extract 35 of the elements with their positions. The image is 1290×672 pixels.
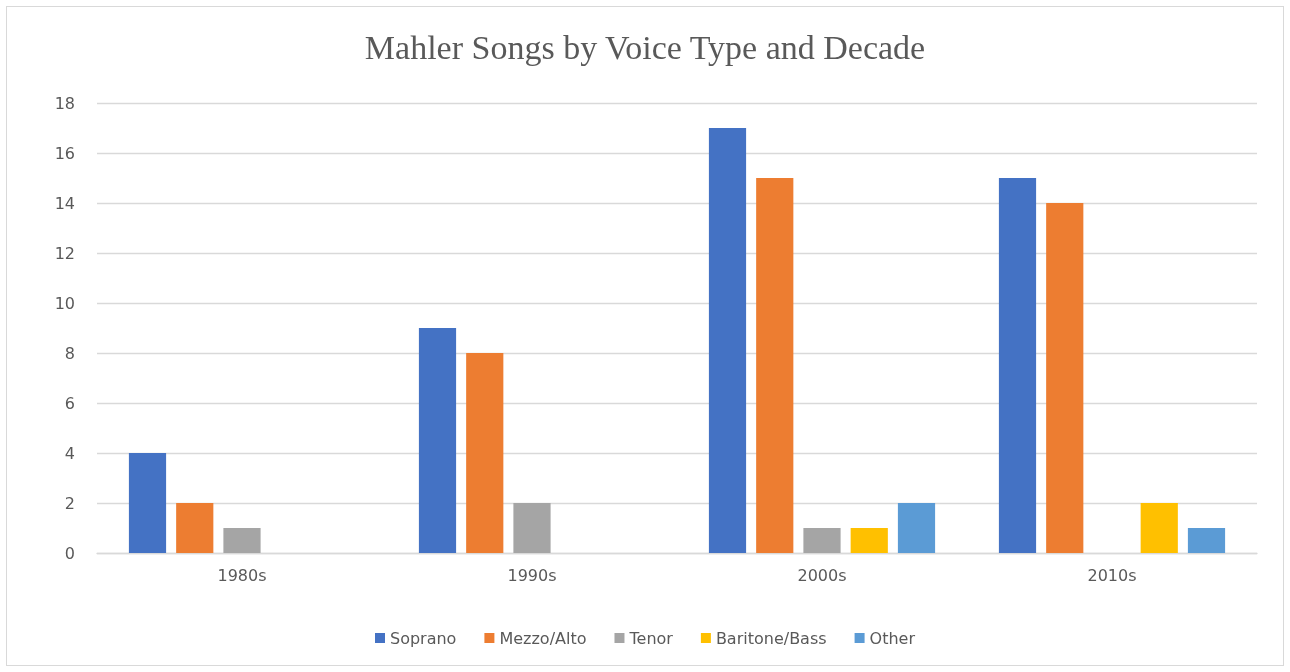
y-tick-label: 8	[64, 343, 75, 363]
bar	[418, 328, 457, 553]
legend-label: Baritone/Bass	[715, 628, 827, 648]
bar	[1187, 528, 1226, 553]
bar	[128, 453, 167, 553]
chart-title: Mahler Songs by Voice Type and Decade	[364, 28, 926, 66]
x-tick-label: 2000s	[797, 565, 847, 585]
y-tick-label: 2	[64, 493, 75, 513]
bar	[176, 503, 214, 553]
bar	[756, 178, 794, 553]
bar	[897, 503, 936, 553]
x-tick-label: 1980s	[217, 565, 267, 585]
bar	[708, 128, 747, 553]
legend-label: Other	[869, 628, 916, 648]
y-tick-label: 14	[54, 193, 75, 213]
bar	[513, 503, 551, 553]
y-tick-label: 18	[54, 93, 75, 113]
y-tick-label: 0	[64, 543, 75, 563]
y-tick-label: 6	[64, 393, 75, 413]
y-tick-label: 16	[54, 143, 75, 163]
legend-label: Soprano	[389, 628, 457, 648]
y-tick-label: 12	[54, 243, 75, 263]
bar	[1046, 203, 1084, 553]
x-tick-label: 2010s	[1087, 565, 1137, 585]
bar	[850, 528, 888, 553]
bar	[1140, 503, 1178, 553]
y-tick-label: 10	[54, 293, 75, 313]
bar	[466, 353, 504, 553]
y-tick-label: 4	[64, 443, 75, 463]
legend-label: Tenor	[628, 628, 674, 648]
bar	[998, 178, 1037, 553]
x-tick-label: 1990s	[507, 565, 557, 585]
legend-label: Mezzo/Alto	[499, 628, 587, 648]
bar	[223, 528, 261, 553]
bar	[803, 528, 841, 553]
